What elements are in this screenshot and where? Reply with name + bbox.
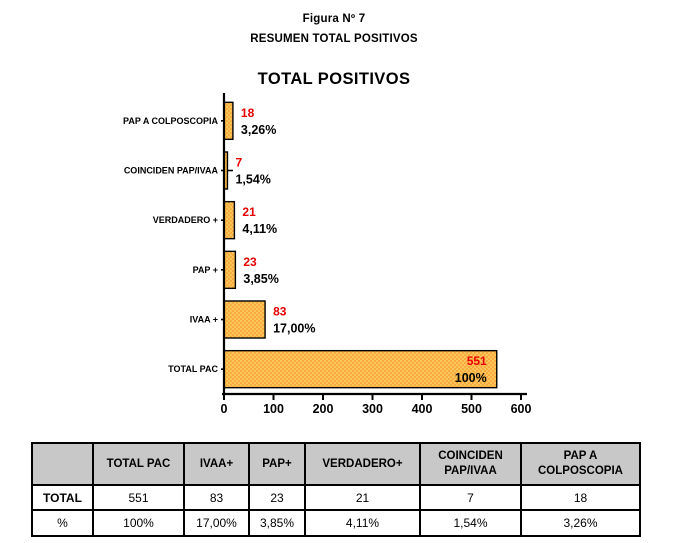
- table-row: TOTAL 551 83 23 21 7 18: [31, 484, 641, 511]
- table-column-header: PAP A COLPOSCOPIA: [520, 442, 641, 486]
- table-cell: 4,11%: [304, 509, 421, 537]
- bar-percent-label: 4,11%: [242, 222, 277, 236]
- x-axis-tick-label: 300: [362, 402, 383, 416]
- table-cell: 3,85%: [248, 509, 306, 537]
- table-column-header: COINCIDEN PAP/IVAA: [419, 442, 522, 486]
- table-cell: 7: [419, 484, 522, 511]
- bar-value-label: 21: [242, 205, 256, 219]
- category-label: IVAA +: [190, 315, 218, 325]
- category-label: TOTAL PAC: [168, 364, 218, 374]
- table-cell: 23: [248, 484, 306, 511]
- x-axis-tick-label: 500: [461, 402, 482, 416]
- bar-chart: 0 100 200 300 400 500 600 PAP A COLPOSCOPIA 18 3,…: [123, 93, 532, 416]
- table-cell: 551: [92, 484, 185, 511]
- table-cell: 100%: [92, 509, 185, 537]
- x-axis-tick-label: 200: [313, 402, 334, 416]
- figure-number-caption: Figura Nº 7: [302, 13, 366, 25]
- table-row-label: %: [31, 509, 94, 537]
- bar-percent-label: 17,00%: [273, 322, 315, 336]
- x-axis-tick-label: 600: [511, 402, 532, 416]
- table-row-label: TOTAL: [31, 484, 94, 511]
- bar-pap-: [223, 250, 237, 290]
- table-cell: 17,00%: [183, 509, 250, 537]
- bar-percent-label: 1,54%: [235, 173, 270, 187]
- bar-verdadero-: [223, 200, 236, 240]
- chart-title: TOTAL POSITIVOS: [257, 70, 411, 88]
- category-label: PAP A COLPOSCOPIA: [123, 116, 219, 126]
- table-cell: 1,54%: [419, 509, 522, 537]
- bar-value-label: 23: [243, 255, 257, 269]
- bar-percent-label: 3,85%: [243, 272, 278, 286]
- table-column-header: IVAA+: [183, 442, 250, 486]
- table-column-header: VERDADERO+: [304, 442, 421, 486]
- bar-total-pac: [223, 349, 498, 389]
- table-cell: 18: [520, 484, 641, 511]
- table-column-header: PAP+: [248, 442, 306, 486]
- table-column-header: TOTAL PAC: [92, 442, 185, 486]
- table-cell: 21: [304, 484, 421, 511]
- figure-subtitle-caption: RESUMEN TOTAL POSITIVOS: [250, 33, 418, 45]
- table-row: % 100% 17,00% 3,85% 4,11% 1,54% 3,26%: [31, 509, 641, 537]
- table-cell: 83: [183, 484, 250, 511]
- bar-value-label: 551: [467, 354, 487, 368]
- bar-value-label: 83: [273, 305, 287, 319]
- category-label: COINCIDEN PAP/IVAA: [124, 166, 219, 176]
- x-axis-tick-label: 400: [412, 402, 433, 416]
- category-label: VERDADERO +: [153, 215, 218, 225]
- x-axis-tick-label: 100: [263, 402, 284, 416]
- table-corner-cell: [31, 442, 94, 486]
- summary-table: TOTAL PAC IVAA+ PAP+ VERDADERO+ COINCIDEN PA…: [31, 442, 641, 537]
- bar-percent-label: 3,26%: [241, 123, 276, 137]
- bar-pap-a-colposcopia: [223, 101, 234, 141]
- bar-value-label: 7: [235, 156, 242, 170]
- bar-ivaa-: [223, 300, 266, 339]
- bar-value-label: 18: [241, 106, 255, 120]
- category-label: PAP +: [193, 265, 218, 275]
- table-cell: 3,26%: [520, 509, 641, 537]
- x-axis-tick-label: 0: [221, 402, 228, 416]
- bar-percent-label: 100%: [455, 371, 487, 385]
